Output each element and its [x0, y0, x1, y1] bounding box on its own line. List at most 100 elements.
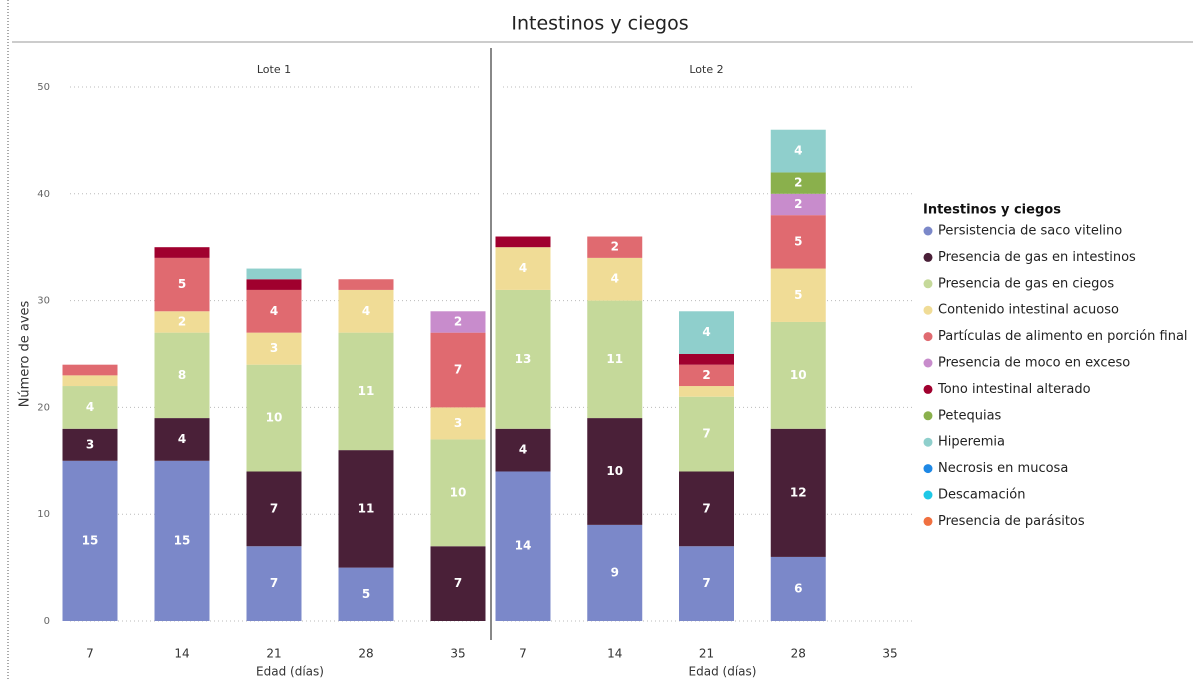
- x-tick-label: 21: [699, 647, 714, 661]
- x-tick-label: 14: [174, 647, 189, 661]
- bar-segment: [246, 289, 302, 333]
- data-label: 3: [270, 341, 278, 355]
- data-label: 7: [702, 501, 710, 515]
- legend-marker: [923, 252, 933, 262]
- legend-label: Hiperemia: [938, 435, 1005, 450]
- y-axis-label: Número de aves: [18, 300, 33, 407]
- bar-segment: [246, 332, 302, 365]
- data-label: 4: [362, 304, 370, 318]
- bar-segment: [246, 364, 302, 472]
- bar-segment: [770, 172, 826, 194]
- bar-segment: [338, 450, 394, 568]
- bar-segment: [587, 524, 643, 621]
- data-label: 7: [454, 363, 462, 377]
- legend-label: Descamación: [938, 488, 1025, 503]
- data-label: 4: [611, 272, 619, 286]
- bar-segment: [62, 428, 118, 461]
- bar-segment: [679, 396, 734, 472]
- legend-marker: [923, 490, 933, 500]
- bar-segment: [154, 311, 210, 333]
- chart-title: Intestinos y ciegos: [511, 13, 688, 35]
- data-label: 11: [358, 384, 375, 398]
- bar-segment: [62, 460, 118, 621]
- data-label: 11: [358, 501, 375, 515]
- bar-segment: [154, 460, 210, 621]
- legend-title: Intestinos y ciegos: [923, 203, 1061, 218]
- data-label: 4: [519, 443, 527, 457]
- bar-segment: [587, 300, 643, 419]
- data-label: 14: [515, 539, 532, 553]
- bar-segment: [62, 364, 118, 376]
- data-label: 6: [794, 581, 802, 595]
- bar-segment: [430, 407, 486, 440]
- data-label: 7: [270, 501, 278, 515]
- legend-label: Petequias: [938, 408, 1002, 423]
- data-label: 4: [794, 144, 802, 158]
- bar-segment: [338, 289, 394, 333]
- x-tick-label: 21: [266, 647, 281, 661]
- bar-segment: [246, 471, 302, 547]
- data-label: 4: [702, 325, 710, 339]
- bar-segment: [430, 311, 486, 333]
- panel-title: Lote 2: [689, 63, 723, 76]
- legend-marker: [923, 464, 933, 474]
- data-label: 2: [611, 240, 619, 254]
- data-label: 7: [270, 576, 278, 590]
- data-label: 4: [86, 400, 94, 414]
- data-label: 5: [362, 587, 370, 601]
- data-label: 2: [794, 176, 802, 190]
- data-label: 9: [611, 565, 619, 579]
- bar-segment: [246, 546, 302, 621]
- bar-segment: [679, 386, 734, 397]
- data-label: 15: [82, 533, 99, 547]
- y-tick-label: 0: [44, 616, 50, 627]
- data-label: 2: [454, 314, 462, 328]
- bar-segment: [154, 257, 210, 312]
- data-label: 10: [450, 485, 467, 499]
- bar-segment: [770, 215, 826, 269]
- data-label: 4: [270, 304, 278, 318]
- legend-marker: [923, 305, 933, 315]
- bar-segment: [770, 193, 826, 216]
- data-label: 3: [86, 437, 94, 451]
- legend-label: Presencia de gas en intestinos: [938, 250, 1136, 265]
- bar-segment: [679, 364, 734, 387]
- bar-segment: [430, 332, 486, 408]
- x-tick-label: 28: [791, 647, 806, 661]
- data-label: 7: [702, 576, 710, 590]
- data-label: 3: [454, 416, 462, 430]
- legend-marker: [923, 437, 933, 447]
- legend-label: Partículas de alimento en porción final: [938, 329, 1188, 344]
- y-tick-label: 30: [37, 296, 50, 307]
- bar-segment: [154, 247, 210, 258]
- bar-segment: [430, 439, 486, 547]
- legend-marker: [923, 226, 933, 236]
- data-label: 10: [266, 411, 283, 425]
- data-label: 7: [702, 427, 710, 441]
- bar-segment: [679, 471, 734, 547]
- bar-segment: [62, 386, 118, 429]
- bar-segment: [246, 279, 302, 290]
- data-label: 2: [702, 368, 710, 382]
- bar-segment: [154, 418, 210, 461]
- legend-label: Persistencia de saco vitelino: [938, 224, 1122, 239]
- bar-segment: [495, 428, 551, 472]
- data-label: 7: [454, 576, 462, 590]
- x-axis-label: Edad (días): [256, 665, 324, 679]
- bar-segment: [770, 556, 826, 621]
- legend-label: Presencia de gas en ciegos: [938, 276, 1114, 291]
- legend-label: Presencia de moco en exceso: [938, 356, 1130, 371]
- x-tick-label: 28: [358, 647, 373, 661]
- data-label: 8: [178, 368, 186, 382]
- legend-marker: [923, 411, 933, 421]
- data-label: 2: [794, 197, 802, 211]
- legend-label: Tono intestinal alterado: [937, 382, 1091, 397]
- bar-segment: [246, 268, 302, 280]
- bar-segment: [587, 236, 643, 258]
- bar-segment: [679, 354, 734, 365]
- bar-segment: [495, 236, 551, 248]
- legend-marker: [923, 516, 933, 526]
- data-label: 11: [606, 352, 623, 366]
- bar-segment: [770, 428, 826, 557]
